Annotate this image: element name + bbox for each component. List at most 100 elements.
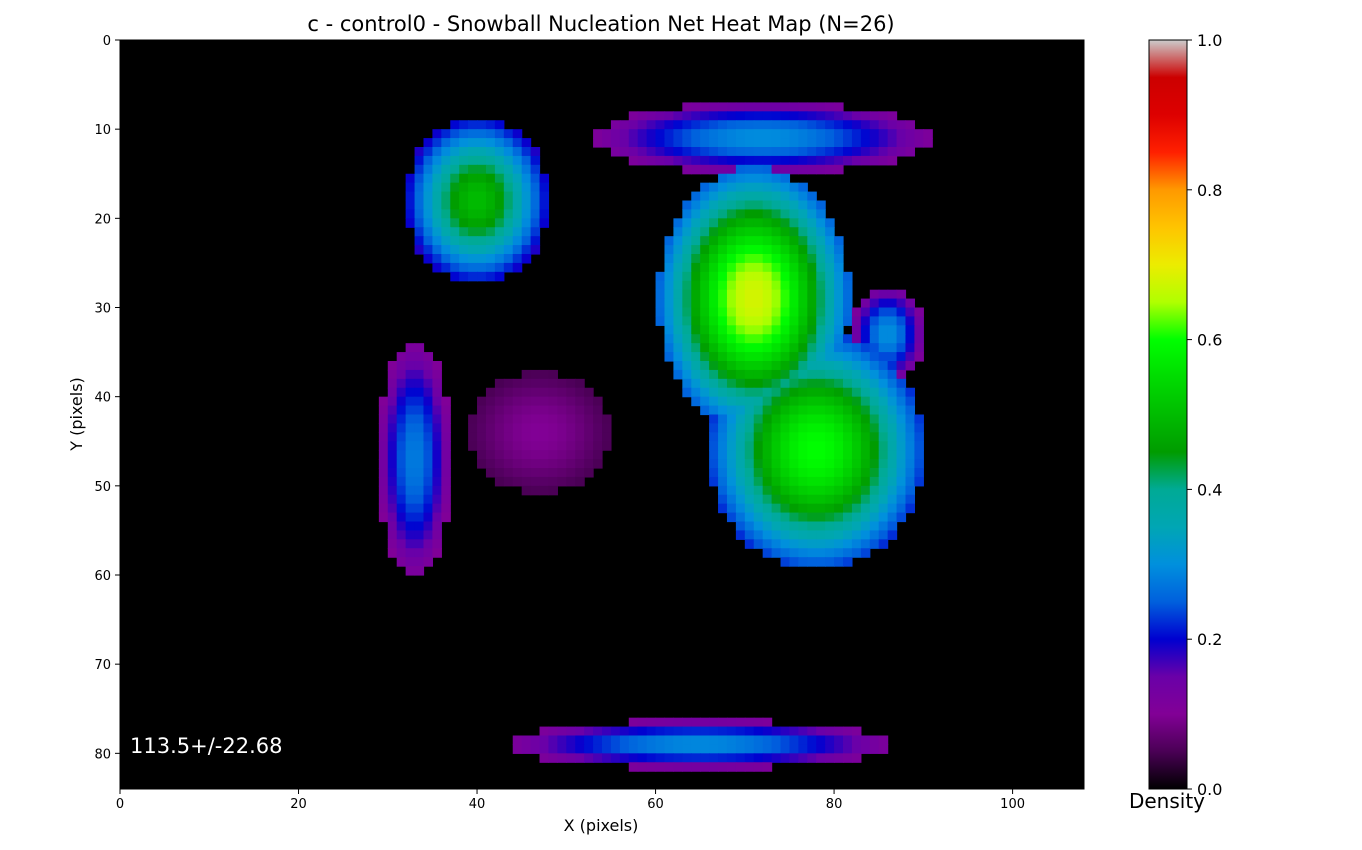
heatmap-cell — [709, 476, 719, 487]
heatmap-cell — [869, 325, 880, 335]
heatmap-cell — [673, 717, 683, 728]
heatmap-cell — [548, 485, 558, 496]
heatmap-cell — [860, 432, 871, 442]
heatmap-cell — [548, 369, 558, 380]
heatmap-cell — [753, 512, 764, 523]
heatmap-cell — [735, 744, 746, 754]
heatmap-cell — [378, 396, 389, 407]
heatmap-cell — [673, 753, 683, 763]
heatmap-cell — [566, 432, 576, 442]
heatmap-cell — [726, 423, 737, 433]
heatmap-cell — [762, 717, 773, 728]
heatmap-cell — [387, 548, 398, 558]
heatmap-cell — [762, 182, 773, 193]
heatmap-cell — [718, 271, 728, 282]
heatmap-cell — [789, 512, 799, 523]
heatmap-cell — [851, 423, 862, 433]
heatmap-cell — [557, 744, 567, 754]
heatmap-cell — [682, 271, 692, 282]
heatmap-cell — [807, 361, 817, 371]
heatmap-cell — [851, 485, 862, 496]
heatmap-cell — [459, 236, 469, 246]
heatmap-cell — [700, 120, 710, 130]
heatmap-cell — [789, 218, 799, 228]
heatmap-cell — [735, 155, 746, 166]
heatmap-cell — [423, 387, 434, 398]
heatmap-cell — [691, 316, 701, 326]
heatmap-cell — [709, 378, 719, 389]
heatmap-cell — [477, 191, 487, 202]
heatmap-cell — [905, 494, 916, 505]
heatmap-cell — [807, 325, 817, 335]
heatmap-cell — [503, 476, 514, 487]
heatmap-cell — [405, 396, 416, 407]
heatmap-cell — [477, 138, 487, 148]
heatmap-cell — [512, 200, 523, 211]
heatmap-cell — [869, 147, 880, 157]
heatmap-cell — [887, 468, 898, 478]
heatmap-cell — [637, 735, 648, 746]
heatmap-cell — [378, 432, 389, 442]
heatmap-cell — [807, 539, 817, 549]
heatmap-cell — [762, 102, 773, 112]
heatmap-cell — [503, 262, 514, 273]
heatmap-cell — [593, 396, 603, 407]
heatmap-cell — [459, 262, 469, 273]
heatmap-cell — [718, 459, 728, 469]
heatmap-cell — [816, 200, 826, 211]
heatmap-cell — [789, 352, 799, 362]
heatmap-cell — [887, 111, 898, 121]
heatmap-cell — [530, 227, 541, 237]
heatmap-cell — [691, 352, 701, 362]
heatmap-cell — [798, 280, 808, 291]
heatmap-cell — [780, 494, 791, 505]
heatmap-cell — [843, 459, 853, 469]
heatmap-cell — [459, 147, 469, 157]
heatmap-cell — [673, 120, 683, 130]
heatmap-cell — [762, 254, 773, 264]
heatmap-cell — [584, 414, 594, 425]
heatmap-cell — [700, 735, 710, 746]
heatmap-cell — [789, 414, 799, 425]
heatmap-cell — [441, 512, 451, 523]
heatmap-cell — [887, 369, 898, 380]
heatmap-cell — [503, 387, 514, 398]
heatmap-cell — [396, 352, 407, 362]
heatmap-cell — [914, 432, 924, 442]
heatmap-cell — [860, 369, 871, 380]
heatmap-cell — [726, 298, 737, 309]
heatmap-cell — [887, 316, 898, 326]
heatmap-cell — [834, 735, 844, 746]
heatmap-cell — [691, 343, 701, 353]
heatmap-cell — [664, 280, 675, 291]
heatmap-cell — [887, 512, 898, 523]
heatmap-cell — [414, 227, 425, 237]
heatmap-cell — [423, 503, 434, 514]
heatmap-cell — [914, 414, 924, 425]
heatmap-cell — [869, 138, 880, 148]
heatmap-cell — [709, 361, 719, 371]
heatmap-cell — [753, 280, 764, 291]
heatmap-cell — [709, 387, 719, 398]
heatmap-cell — [860, 307, 871, 318]
heatmap-cell — [905, 450, 916, 460]
heatmap-cell — [825, 227, 835, 237]
heatmap-cell — [691, 209, 701, 219]
heatmap-cell — [753, 262, 764, 273]
heatmap-cell — [450, 262, 460, 273]
heatmap-cell — [646, 762, 657, 772]
heatmap-cell — [396, 468, 407, 478]
heatmap-cell — [753, 245, 764, 255]
heatmap-cell — [423, 227, 434, 237]
heatmap-cell — [762, 735, 773, 746]
heatmap-cell — [521, 191, 532, 202]
heatmap-cell — [682, 280, 692, 291]
heatmap-cell — [468, 271, 478, 282]
heatmap-cell — [566, 459, 576, 469]
heatmap-cell — [789, 753, 799, 763]
heatmap-cell — [807, 753, 817, 763]
heatmap-cell — [905, 334, 916, 344]
heatmap-cell — [485, 129, 496, 139]
heatmap-cell — [843, 129, 853, 139]
heatmap-cell — [798, 334, 808, 344]
